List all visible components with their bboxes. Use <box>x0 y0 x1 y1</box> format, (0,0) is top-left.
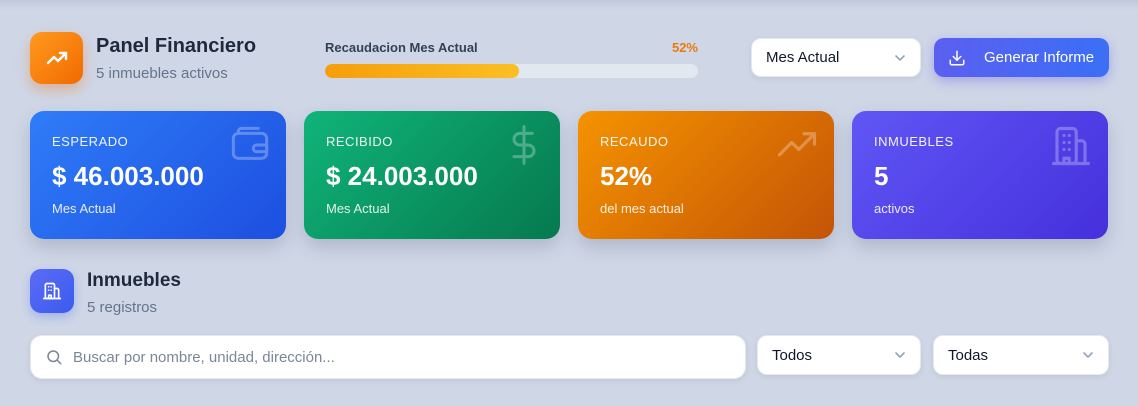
download-icon <box>948 49 966 67</box>
trending-up-icon <box>776 125 818 172</box>
filter-select-status[interactable]: Todos <box>757 335 921 375</box>
card-sub: Mes Actual <box>326 201 390 216</box>
generate-report-label: Generar Informe <box>984 49 1095 66</box>
trending-up-icon <box>30 32 83 84</box>
chevron-down-icon <box>895 352 905 358</box>
period-select[interactable]: Mes Actual <box>751 38 921 77</box>
page-title: Panel Financiero <box>96 35 257 57</box>
card-sub: activos <box>874 201 915 216</box>
wallet-icon <box>230 125 270 170</box>
card-sub: Mes Actual <box>52 201 116 216</box>
card-label: RECAUDO <box>600 134 669 149</box>
card-label: ESPERADO <box>52 134 129 149</box>
card-sub: del mes actual <box>600 201 684 216</box>
progress-fill <box>325 64 519 78</box>
card-label: RECIBIDO <box>326 134 393 149</box>
section-title: Inmuebles <box>87 270 181 291</box>
card-value: 5 <box>874 161 889 191</box>
top-shadow <box>0 0 1138 10</box>
page-subtitle: 5 inmuebles activos <box>96 65 228 82</box>
dollar-icon <box>504 125 544 170</box>
progress-bar <box>325 64 698 78</box>
building-icon <box>30 269 74 313</box>
building-icon <box>1050 125 1092 172</box>
card-properties: INMUEBLES 5 activos <box>852 111 1108 239</box>
section-subtitle: 5 registros <box>87 299 158 316</box>
progress-percent: 52% <box>671 40 698 55</box>
card-value: $ 24.003.000 <box>326 161 478 191</box>
card-value: $ 46.003.000 <box>52 161 204 191</box>
period-select-value: Mes Actual <box>766 49 840 66</box>
chevron-down-icon <box>1083 352 1093 358</box>
filter-select-category[interactable]: Todas <box>933 335 1109 375</box>
card-value: 52% <box>600 161 653 191</box>
filter-select-value: Todas <box>948 346 989 364</box>
progress-label: Recaudacion Mes Actual <box>325 40 478 55</box>
card-received: RECIBIDO $ 24.003.000 Mes Actual <box>304 111 560 239</box>
card-label: INMUEBLES <box>874 134 954 149</box>
filter-select-value: Todos <box>772 346 813 364</box>
search-box[interactable] <box>30 335 746 379</box>
card-expected: ESPERADO $ 46.003.000 Mes Actual <box>30 111 286 239</box>
search-icon <box>45 348 63 366</box>
generate-report-button[interactable]: Generar Informe <box>934 38 1109 77</box>
search-input[interactable] <box>73 348 745 366</box>
chevron-down-icon <box>895 54 905 61</box>
card-collection: RECAUDO 52% del mes actual <box>578 111 834 239</box>
